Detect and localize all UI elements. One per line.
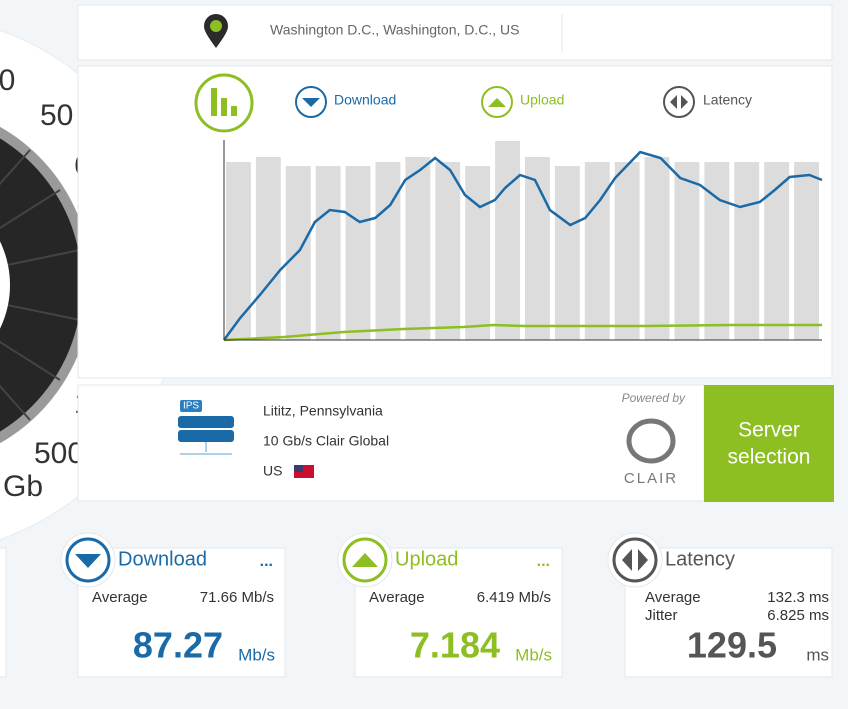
result-icon-glyph [75,554,101,568]
gauge-dial [0,138,82,432]
legend-upload: Upload [520,92,564,108]
bar [255,157,281,340]
avg-label: Average [369,589,425,606]
brand-logo [626,418,676,464]
legend-latency: Latency [703,92,752,108]
bar [375,162,401,340]
bar [584,162,610,340]
chart-icon-bar [211,88,217,116]
chart-icon-bar [221,98,227,116]
result-value: 7.184 [410,625,500,666]
avg-value: 71.66 Mb/s [200,589,274,606]
legend-download: Download [334,92,396,108]
badge-text: IPS [183,401,199,412]
server-isp: 10 Gb/s Clair Global [263,433,389,449]
powered-by: Powered by [622,391,686,405]
bar [315,166,341,340]
server-country: US [263,463,282,479]
avg-label: Average [645,589,701,606]
bar [495,141,520,340]
result-title: Upload [395,548,458,570]
result-icon-glyph [352,553,378,567]
card [0,547,7,678]
chart-icon-bar [231,106,237,116]
plot [222,141,823,342]
avg-value: 132.3 ms [767,589,829,606]
jitter-label: Jitter [645,607,678,624]
server-button-text[interactable]: selection [728,446,811,469]
gauge-center [0,241,10,329]
result-title: Download [118,548,207,570]
location: Washington D.C., Washington, D.C., US [270,22,520,38]
result-more[interactable]: ... [260,553,273,570]
flag [294,465,303,472]
bar [644,157,670,340]
server-card [77,384,705,502]
result-title: Latency [665,548,735,570]
bar [794,162,819,340]
avg-value: 6.419 Mb/s [477,589,551,606]
bar [734,162,760,340]
result-unit: Mb/s [238,645,275,664]
brand: CLAIR [624,470,678,487]
legend-arrow [670,95,688,109]
server-button-text[interactable]: Server [738,419,800,442]
gauge-label: 40 [0,64,15,97]
result-value: 129.5 [687,625,777,666]
server-icon [178,416,234,428]
bar [465,166,491,340]
server-icon [178,430,234,442]
result-icon [612,537,658,583]
legend-icon [663,86,695,118]
legend-arrow [488,98,506,107]
gauge-segments [0,149,81,421]
bar [554,166,580,340]
upload-line [223,323,822,342]
location-bar [77,4,833,61]
result-unit: ms [806,645,829,664]
legend-arrow [302,98,320,107]
server-city: Lititz, Pennsylvania [263,403,383,419]
bar [435,162,461,340]
bar [405,157,431,340]
gauge-label: 50 [40,99,73,132]
badge [180,400,202,412]
avg-label: Average [92,589,148,606]
gauge-label: 1 Gb [0,470,43,503]
result-unit: Mb/s [515,645,552,664]
bar [226,162,251,340]
bar [674,162,700,340]
result-more[interactable]: ... [537,553,550,570]
bar [704,162,730,340]
pin-dot [210,20,222,32]
bar [764,162,790,340]
result-value: 87.27 [133,625,223,666]
server-button[interactable] [704,385,834,502]
bar [614,162,640,340]
result-icon-glyph [622,549,648,571]
gauge-label: 500 [34,437,84,470]
bar [345,166,371,340]
jitter-value: 6.825 ms [767,607,829,624]
download-line [222,150,823,341]
